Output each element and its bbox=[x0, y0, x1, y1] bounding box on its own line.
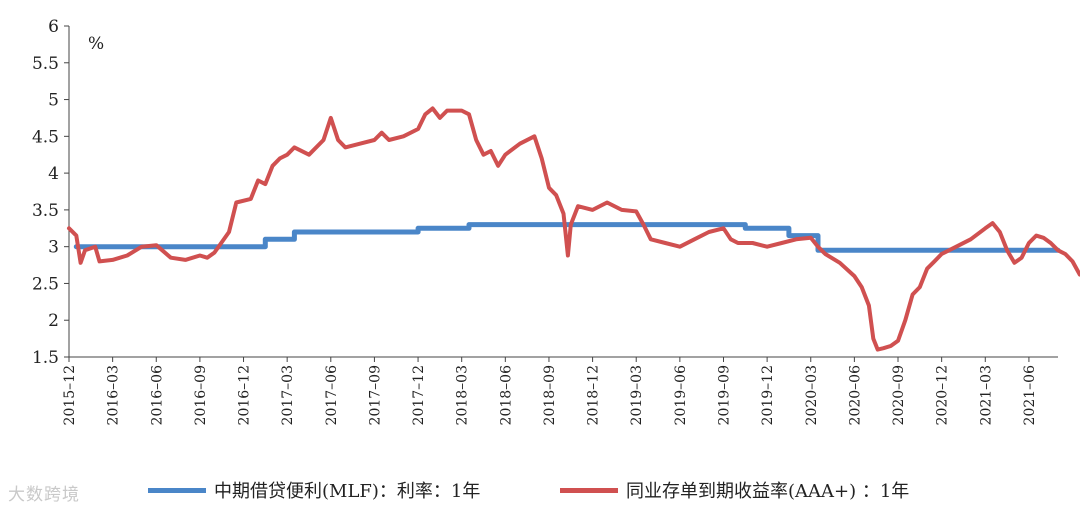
y-tick-label: 2 bbox=[48, 311, 59, 331]
chart-svg: 1.5 2 2.5 3 3.5 4 4.5 5 5.5 6 2015–12 2016–03 2016–… bbox=[32, 17, 1080, 426]
x-tick-label: 2019–09 bbox=[716, 365, 732, 425]
x-tick-label: 2020–06 bbox=[847, 365, 863, 426]
x-tick-label: 2016–09 bbox=[193, 365, 209, 425]
series-line-mlf bbox=[73, 222, 1061, 253]
x-tick-label: 2016–03 bbox=[106, 365, 122, 425]
x-tick-label: 2020–09 bbox=[891, 365, 907, 425]
y-tick-label: 6 bbox=[48, 17, 59, 37]
legend-swatch-mlf bbox=[148, 487, 206, 493]
x-tick-label: 2018–12 bbox=[586, 365, 602, 425]
y-tick-label: 5.5 bbox=[32, 54, 59, 74]
x-tick-label: 2016–12 bbox=[237, 365, 253, 425]
y-tick-label: 5 bbox=[48, 91, 59, 111]
x-tick-label: 2018–06 bbox=[498, 365, 514, 426]
legend-swatch-ncd bbox=[560, 487, 618, 493]
x-tick-label: 2017–06 bbox=[324, 365, 340, 426]
legend-label-mlf: 中期借贷便利(MLF)：利率：1年 bbox=[214, 481, 481, 502]
x-tick-label: 2017–09 bbox=[367, 365, 383, 425]
x-tick-label: 2017–03 bbox=[280, 365, 296, 425]
y-axis: 1.5 2 2.5 3 3.5 4 4.5 5 5.5 6 bbox=[32, 17, 70, 368]
x-tick-label: 2021–03 bbox=[978, 365, 994, 425]
x-tick-label: 2021–06 bbox=[1022, 365, 1038, 426]
legend-item-ncd: 同业存单到期收益率(AAA+) ：1年 bbox=[560, 477, 909, 503]
y-tick-label: 3.5 bbox=[32, 201, 59, 221]
y-tick-label: 4 bbox=[48, 164, 59, 184]
legend: 中期借贷便利(MLF)：利率：1年 同业存单到期收益率(AAA+) ：1年 bbox=[0, 477, 1080, 507]
y-tick-label: 3 bbox=[48, 238, 59, 258]
x-tick-label: 2020–03 bbox=[804, 365, 820, 425]
y-tick-label: 2.5 bbox=[32, 274, 59, 294]
y-tick-label: 1.5 bbox=[32, 348, 59, 368]
x-tick-label: 2017–12 bbox=[411, 365, 427, 425]
legend-label-ncd: 同业存单到期收益率(AAA+) ：1年 bbox=[626, 481, 910, 502]
x-tick-label: 2018–09 bbox=[542, 365, 558, 425]
y-tick-label: 4.5 bbox=[32, 127, 59, 147]
x-tick-label: 2018–03 bbox=[455, 365, 471, 425]
x-tick-label: 2016–06 bbox=[149, 365, 165, 426]
x-tick-label: 2019–03 bbox=[629, 365, 645, 425]
x-tick-label: 2020–12 bbox=[935, 365, 951, 425]
y-unit-label: % bbox=[88, 34, 104, 54]
x-axis: 2015–12 2016–03 2016–06 2016–09 2016–12 2017–… bbox=[62, 356, 1058, 426]
x-tick-label: 2019–12 bbox=[760, 365, 776, 425]
series-group bbox=[67, 106, 1080, 352]
series-line-ncd bbox=[67, 106, 1080, 352]
x-tick-label: 2019–06 bbox=[673, 365, 689, 426]
legend-item-mlf: 中期借贷便利(MLF)：利率：1年 bbox=[148, 477, 480, 503]
x-tick-label: 2015–12 bbox=[62, 365, 78, 425]
watermark: 大数跨境 bbox=[8, 485, 80, 505]
